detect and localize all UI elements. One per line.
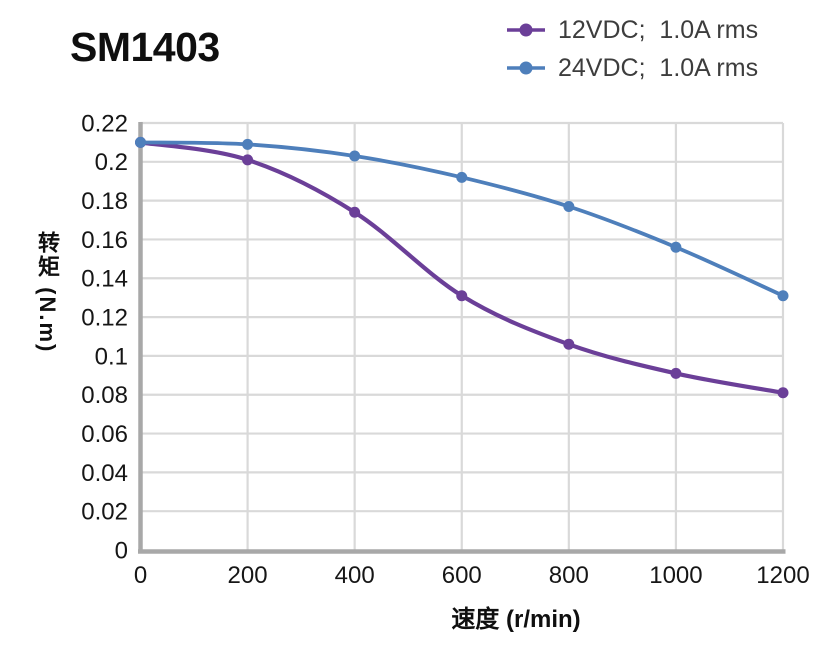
data-point-1: [242, 138, 254, 150]
y-tick-label: 0.08: [81, 382, 128, 409]
legend-item-0: 12VDC; 1.0A rms: [506, 11, 758, 49]
x-tick-label: 400: [335, 562, 375, 589]
y-tick-label: 0.14: [81, 266, 128, 293]
chart-legend: 12VDC; 1.0A rms 24VDC; 1.0A rms: [506, 11, 758, 87]
legend-marker-icon: [507, 61, 545, 75]
y-tick-label: 0.02: [81, 499, 128, 526]
y-tick-label: 0.22: [81, 110, 128, 137]
data-point-1: [670, 241, 682, 253]
data-point-1: [563, 200, 575, 212]
legend-label: 24VDC; 1.0A rms: [558, 53, 759, 82]
x-tick-label: 0: [134, 562, 147, 589]
data-point-0: [670, 367, 682, 379]
data-point-0: [777, 387, 789, 399]
y-tick-label: 0.04: [81, 460, 128, 487]
y-axis-title: 转矩 (N.m): [35, 231, 60, 354]
x-tick-label: 800: [549, 562, 589, 589]
data-point-1: [456, 171, 468, 183]
legend-marker-icon: [507, 23, 545, 37]
legend-item-1: 24VDC; 1.0A rms: [506, 49, 758, 87]
data-point-0: [563, 338, 575, 350]
data-point-1: [349, 150, 361, 162]
y-tick-label: 0.1: [95, 343, 128, 370]
y-tick-label: 0: [115, 537, 128, 564]
x-tick-label: 600: [442, 562, 482, 589]
data-point-0: [349, 206, 361, 218]
y-tick-label: 0.2: [95, 149, 128, 176]
data-point-0: [242, 154, 254, 166]
y-tick-label: 0.16: [81, 227, 128, 254]
x-tick-label: 200: [228, 562, 268, 589]
y-tick-label: 0.06: [81, 421, 128, 448]
y-tick-label: 0.12: [81, 304, 128, 331]
legend-label: 12VDC; 1.0A rms: [558, 15, 759, 44]
data-point-1: [135, 136, 146, 148]
x-tick-label: 1000: [649, 562, 702, 589]
data-point-1: [777, 290, 789, 302]
chart-title: SM1403: [70, 24, 220, 70]
y-tick-label: 0.18: [81, 188, 128, 215]
data-point-0: [456, 290, 468, 302]
x-axis-title: 速度 (r/min): [451, 606, 581, 633]
x-tick-label: 1200: [756, 562, 809, 589]
